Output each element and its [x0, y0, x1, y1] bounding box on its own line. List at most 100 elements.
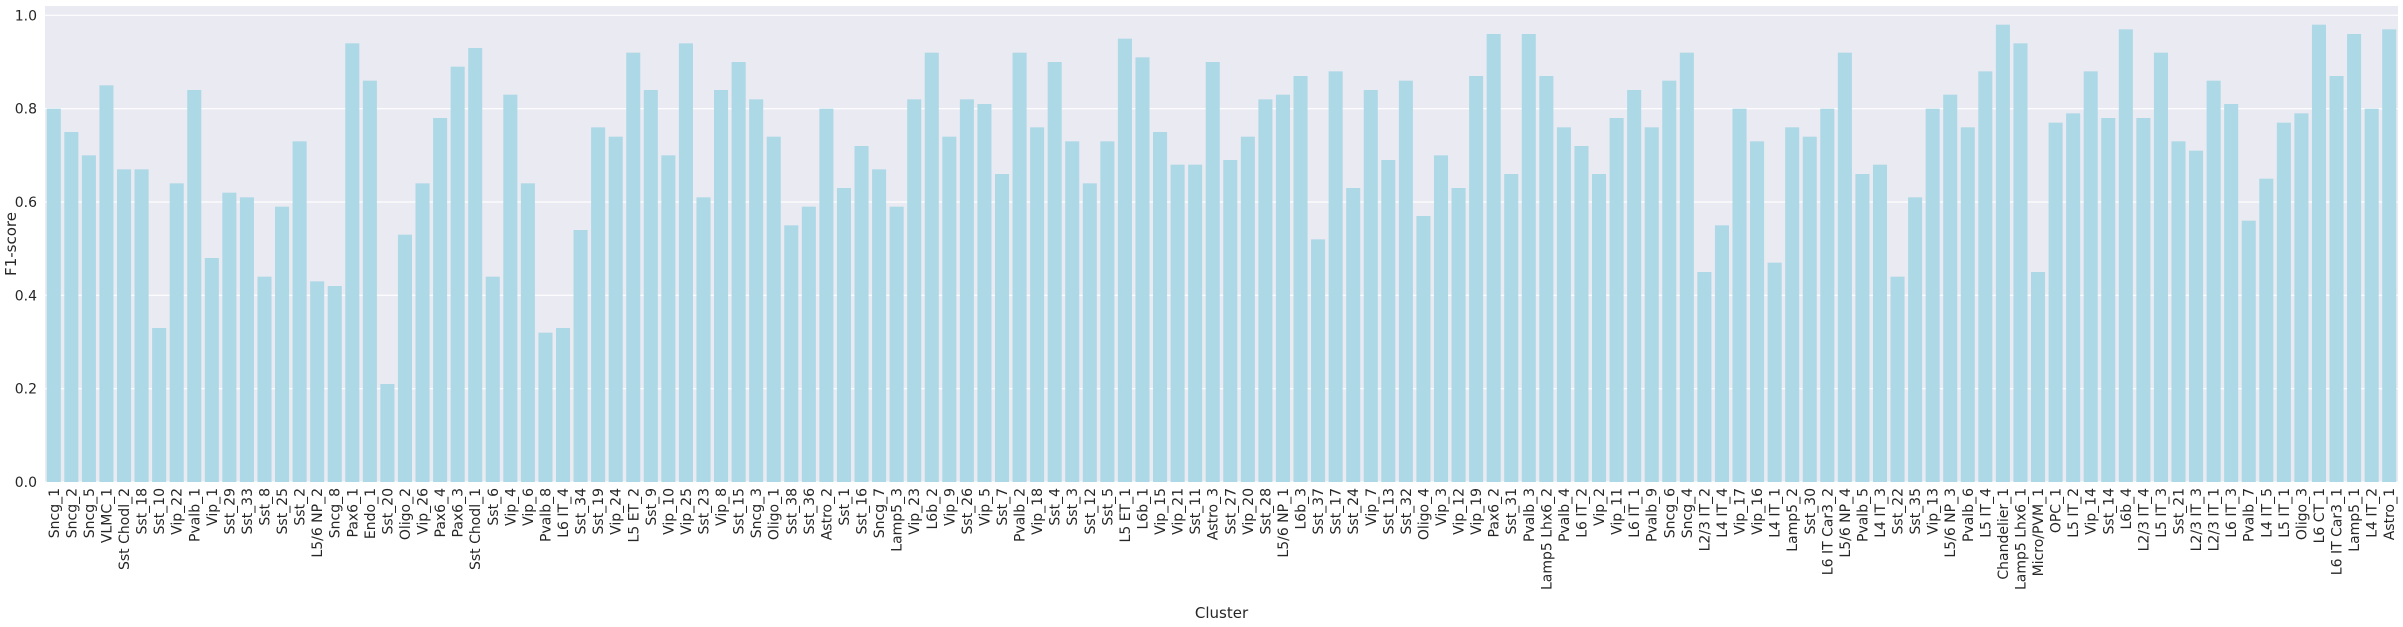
- bar: [608, 136, 623, 482]
- bar: [889, 206, 904, 482]
- bar: [872, 169, 887, 483]
- y-tick-label: 0.8: [15, 102, 37, 118]
- bar: [134, 169, 149, 483]
- bar: [1767, 262, 1782, 482]
- bar: [362, 80, 377, 483]
- bar: [1346, 188, 1361, 482]
- x-tick-label: L4 IT_1: [1768, 488, 1784, 538]
- x-tick-label: Sncg_3: [749, 488, 765, 538]
- bar: [1486, 34, 1501, 482]
- bar: [2206, 80, 2221, 483]
- bar: [1978, 71, 1993, 482]
- x-tick-label: Vip_4: [503, 488, 519, 526]
- bar: [345, 43, 360, 482]
- x-tick-label: Sst_23: [697, 488, 713, 534]
- bar: [1574, 146, 1589, 482]
- bar: [1592, 174, 1607, 482]
- x-tick-label: Sst_5: [1100, 488, 1116, 526]
- bar: [819, 108, 834, 483]
- bar: [959, 99, 974, 482]
- x-tick-label: Sst_34: [574, 488, 590, 535]
- bar: [1539, 76, 1554, 482]
- x-tick-label: Vip_17: [1733, 488, 1749, 535]
- x-tick-label: Sncg_4: [1680, 488, 1696, 538]
- x-tick-label: Vip_11: [1610, 488, 1626, 535]
- y-tick-label: 0.4: [15, 288, 37, 304]
- x-tick-label: Sst_14: [2101, 488, 2117, 535]
- bar: [1995, 24, 2010, 483]
- x-tick-label: Pax6_1: [345, 488, 361, 538]
- x-tick-label: Sst_21: [2172, 488, 2188, 534]
- x-tick-label: Sst_24: [1346, 488, 1362, 535]
- x-tick-label: L5 IT_1: [2277, 488, 2293, 538]
- bar: [538, 332, 553, 482]
- x-tick-label: Sst_18: [135, 488, 151, 534]
- x-tick-label: L2/3 IT_4: [2136, 488, 2152, 551]
- x-tick-label: Micro/PVM_1: [2031, 488, 2047, 576]
- bar: [907, 99, 922, 482]
- x-tick-label: L5 ET_1: [1118, 488, 1134, 542]
- x-tick-label: Sst_22: [1891, 488, 1907, 534]
- bar: [2171, 141, 2186, 483]
- x-tick-label: Vip_22: [170, 488, 186, 535]
- x-tick-label: Sncg_6: [1662, 488, 1678, 538]
- y-tick-label: 0.0: [15, 475, 37, 491]
- bar: [1679, 52, 1694, 483]
- bar: [152, 328, 167, 482]
- bar: [380, 384, 395, 482]
- bar: [1644, 127, 1659, 482]
- x-tick-label: Vip_18: [1030, 488, 1046, 535]
- x-tick-label: Lamp5 Lhx6_2: [1539, 488, 1555, 590]
- x-tick-label: Oligo_1: [767, 488, 783, 540]
- bar: [433, 118, 448, 482]
- x-tick-label: L6b_4: [2119, 488, 2135, 530]
- x-axis-label: Cluster: [1195, 604, 1249, 622]
- x-tick-label: Sst_2: [293, 488, 309, 526]
- bar: [1082, 183, 1097, 483]
- x-tick-label: Sncg_8: [328, 488, 344, 538]
- x-tick-label: Vip_3: [1434, 488, 1450, 526]
- bar: [2153, 52, 2168, 483]
- x-tick-label: Sst_33: [240, 488, 256, 534]
- x-tick-label: Vip_16: [1750, 488, 1766, 535]
- x-tick-label: Vip_23: [907, 488, 923, 535]
- x-tick-label: Sst_8: [258, 488, 274, 526]
- x-tick-label: Vip_20: [1241, 488, 1257, 535]
- x-tick-label: Sncg_5: [82, 488, 98, 538]
- bar: [2189, 150, 2204, 482]
- bar: [1363, 90, 1378, 482]
- bar: [1240, 136, 1255, 482]
- bar: [1223, 160, 1238, 482]
- x-tick-label: Sncg_2: [64, 488, 80, 538]
- y-axis-label: F1-score: [2, 212, 20, 276]
- x-tick-label: Sst_17: [1329, 488, 1345, 534]
- bar: [2259, 178, 2274, 482]
- x-tick-label: OPC_1: [2049, 488, 2065, 533]
- x-tick-label: Sst_11: [1188, 488, 1204, 534]
- bar: [2294, 113, 2309, 482]
- x-tick-label: Sst_27: [1223, 488, 1239, 534]
- x-tick-label: L5 IT_2: [2066, 488, 2082, 538]
- x-tick-label: Pvalb_5: [1855, 488, 1871, 542]
- x-tick-label: Sst_26: [960, 488, 976, 535]
- bar: [977, 104, 992, 482]
- x-tick-label: Vip_8: [714, 488, 730, 526]
- bar: [994, 174, 1010, 482]
- x-tick-label: Lamp5 Lhx6_1: [2014, 488, 2030, 590]
- bar: [2311, 24, 2327, 483]
- bar: [1205, 62, 1220, 482]
- x-tick-label: L6 CT_1: [2312, 488, 2328, 543]
- bar: [731, 62, 746, 482]
- x-tick-label: Vip_24: [609, 488, 625, 535]
- bar: [2136, 118, 2151, 482]
- bar: [2224, 104, 2239, 482]
- bar: [1890, 276, 1905, 482]
- bar: [1153, 132, 1168, 482]
- x-tick-label: L6 IT_4: [556, 488, 572, 538]
- x-tick-label: Lamp5_1: [2347, 488, 2363, 552]
- bar: [2347, 34, 2362, 482]
- x-tick-label: Vip_1: [205, 488, 221, 526]
- bar: [2329, 76, 2344, 482]
- x-tick-label: Pvalb_8: [539, 488, 555, 542]
- bar: [275, 206, 290, 482]
